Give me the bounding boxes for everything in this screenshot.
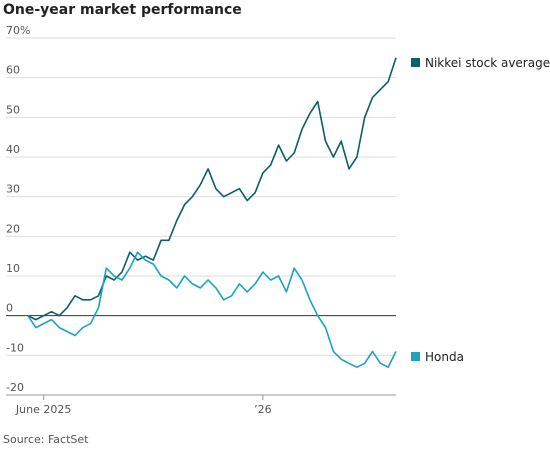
y-tick-label: 70% [6,24,30,37]
chart-title: One-year market performance [3,2,242,18]
y-tick-label: 50 [6,103,20,116]
legend-label: Honda [425,350,464,364]
legend-swatch [411,352,420,361]
legend-label: Nikkei stock average [425,56,550,70]
y-tick-label: 30 [6,183,20,196]
y-tick-label: 20 [6,222,20,235]
series-line [27,57,397,321]
legend-swatch [411,58,420,67]
series-line [27,251,397,368]
x-tick-label: ’26 [254,403,272,416]
source: Source: FactSet [3,433,89,446]
y-tick-label: -10 [6,341,24,354]
y-tick-label: 40 [6,143,20,156]
y-tick-label: -20 [6,381,24,394]
y-tick-label: 0 [6,302,13,315]
y-tick-label: 60 [6,64,20,77]
y-tick-label: 10 [6,262,20,275]
x-tick-label: June 2025 [15,403,71,416]
